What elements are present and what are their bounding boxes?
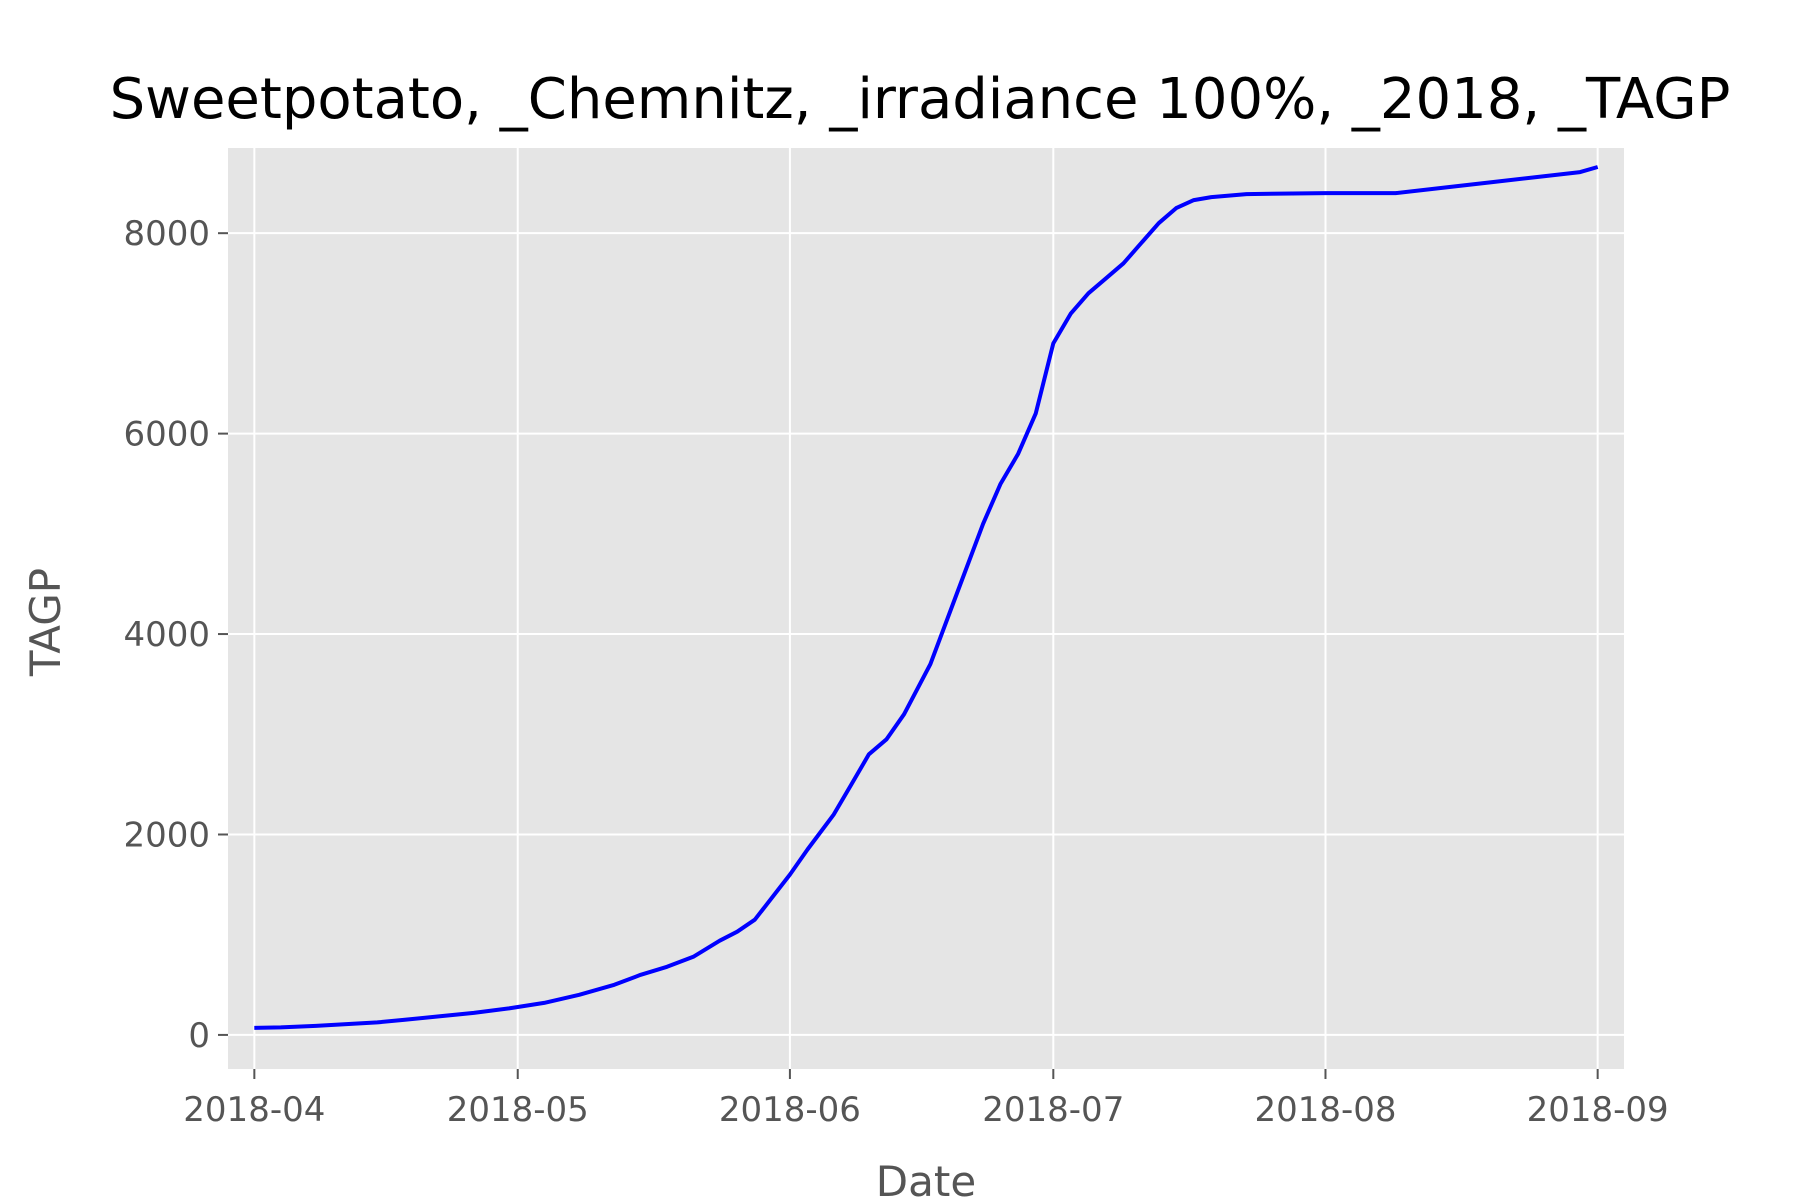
x-tick-label: 2018-05 bbox=[447, 1090, 589, 1130]
tick-marks bbox=[218, 232, 1599, 1079]
y-axis-label: TAGP bbox=[21, 568, 70, 677]
y-tick-label: 8000 bbox=[123, 214, 210, 254]
x-axis-label: Date bbox=[876, 1157, 976, 1200]
x-tick-label: 2018-08 bbox=[1254, 1090, 1396, 1130]
y-tick-label: 6000 bbox=[123, 415, 210, 455]
x-tick-label: 2018-06 bbox=[719, 1090, 861, 1130]
tagp-series-line bbox=[254, 165, 1599, 1030]
grid-lines bbox=[228, 148, 1624, 1069]
y-tick-label: 4000 bbox=[123, 615, 210, 655]
y-tick-label: 2000 bbox=[123, 815, 210, 855]
plot-area bbox=[228, 148, 1624, 1069]
x-tick-label: 2018-09 bbox=[1527, 1090, 1669, 1130]
x-tick-label: 2018-04 bbox=[183, 1090, 325, 1130]
tick-labels: 2018-04 2018-05 2018-06 2018-07 2018-08 2018-… bbox=[123, 214, 1668, 1130]
x-tick-label: 2018-07 bbox=[982, 1090, 1124, 1130]
chart-title: Sweetpotato, _Chemnitz, _irradiance 100%… bbox=[110, 67, 1731, 132]
y-tick-label: 0 bbox=[188, 1016, 210, 1056]
